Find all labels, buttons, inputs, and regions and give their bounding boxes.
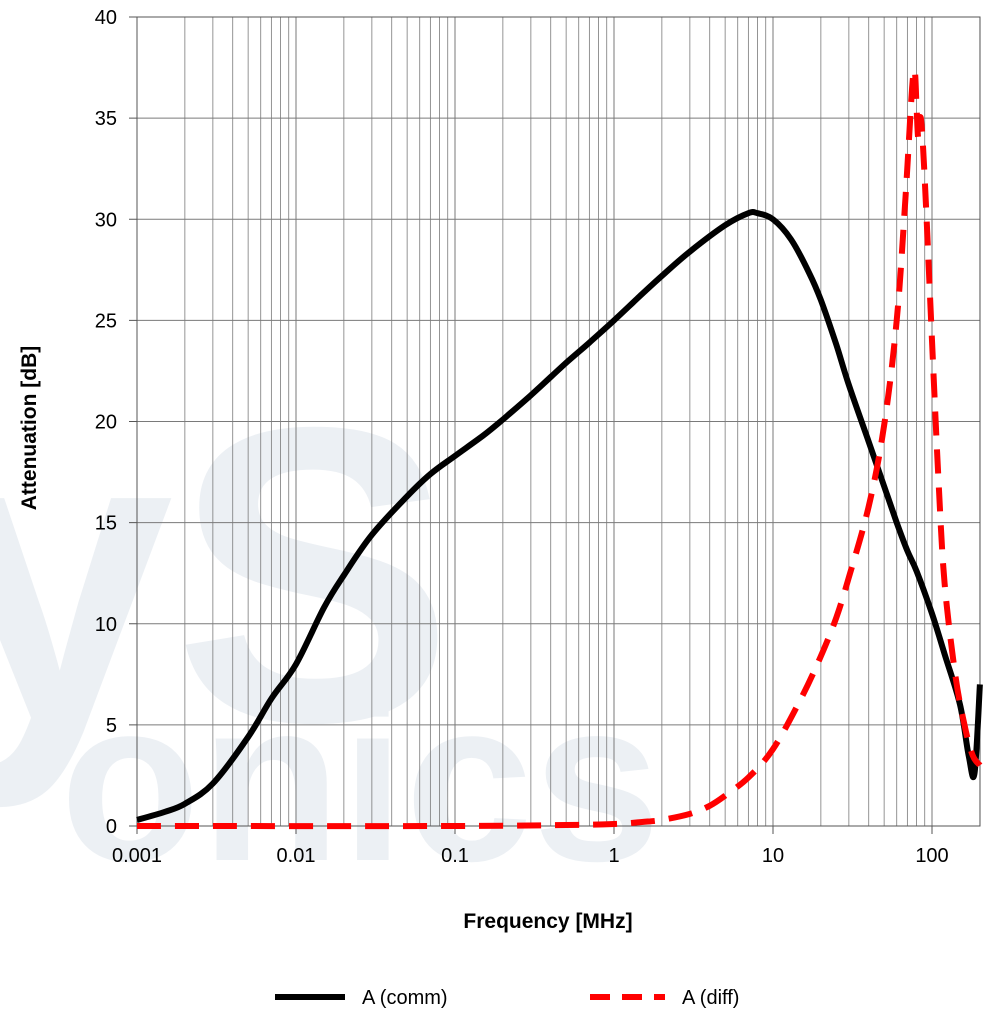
x-tick-label: 10 xyxy=(762,845,784,867)
svg-text:yS: yS xyxy=(0,341,454,812)
background-watermark: yS onics xyxy=(0,341,661,909)
x-tick-labels: 0.001 0.01 0.1 1 10 100 xyxy=(112,845,949,867)
y-tick-label: 35 xyxy=(95,108,117,130)
y-tick-label: 5 xyxy=(106,715,117,737)
x-tick-label: 0.001 xyxy=(112,845,162,867)
svg-text:onics: onics xyxy=(60,652,661,909)
x-axis-title: Frequency [MHz] xyxy=(463,910,632,933)
y-tick-label: 0 xyxy=(106,816,117,838)
y-tick-label: 25 xyxy=(95,310,117,332)
y-tick-label: 30 xyxy=(95,209,117,231)
x-tick-label: 0.01 xyxy=(277,845,316,867)
x-tick-label: 100 xyxy=(915,845,948,867)
series-line-comm xyxy=(136,209,983,823)
legend-label-diff: A (diff) xyxy=(682,987,739,1009)
legend-label-comm: A (comm) xyxy=(362,987,448,1009)
y-tick-labels: 0 5 10 15 20 25 30 35 40 xyxy=(95,7,117,838)
y-axis-title: Attenuation [dB] xyxy=(18,346,41,510)
series-line-diff xyxy=(136,66,983,830)
y-tick-label: 15 xyxy=(95,513,117,535)
x-tick-label: 1 xyxy=(608,845,619,867)
y-tick-label: 20 xyxy=(95,412,117,434)
series-lines xyxy=(136,66,983,830)
y-tick-label: 10 xyxy=(95,614,117,636)
grid xyxy=(136,16,981,827)
x-tick-label: 0.1 xyxy=(441,845,469,867)
y-tick-label: 40 xyxy=(95,7,117,29)
legend: A (comm) A (diff) xyxy=(275,987,739,1009)
